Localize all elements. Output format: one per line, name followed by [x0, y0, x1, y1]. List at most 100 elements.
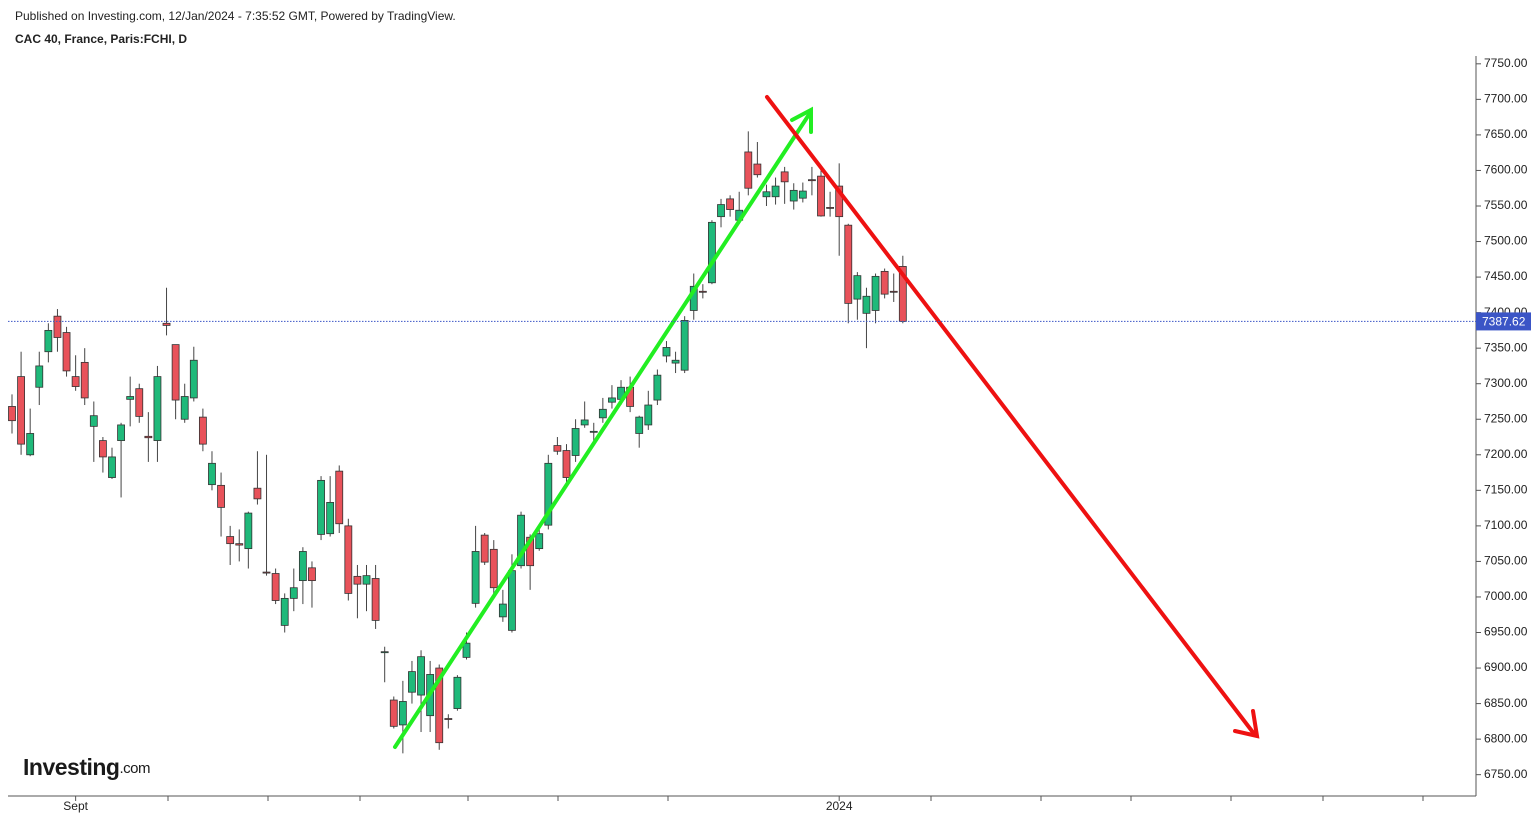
- y-tick-label: 7000.00: [1484, 589, 1528, 603]
- candle-body: [162, 322, 171, 326]
- candle-body: [598, 408, 607, 419]
- candle-body: [126, 396, 135, 400]
- candle-body: [853, 275, 862, 300]
- candle-body: [726, 198, 735, 210]
- candle-body: [789, 189, 798, 202]
- candle-body: [717, 204, 725, 218]
- candle-body: [453, 676, 462, 709]
- y-tick-label: 7550.00: [1484, 198, 1528, 212]
- candle-body: [71, 376, 80, 387]
- candle-body: [489, 548, 498, 589]
- y-tick-label: 6750.00: [1484, 767, 1528, 781]
- candle-body: [353, 575, 362, 585]
- candle-body: [471, 551, 480, 604]
- candle-body: [644, 404, 653, 426]
- candle-body: [362, 575, 371, 585]
- candle-body: [662, 347, 671, 357]
- y-tick-label: 6850.00: [1484, 696, 1528, 710]
- candle-body: [153, 376, 162, 441]
- candle-body: [8, 406, 16, 422]
- y-tick-label: 7100.00: [1484, 518, 1528, 532]
- candle-body: [417, 656, 425, 696]
- candle-body: [371, 578, 380, 621]
- candle-body: [508, 570, 516, 631]
- candle-body: [835, 185, 844, 218]
- candle-body: [671, 359, 680, 364]
- candle-body: [99, 440, 107, 458]
- trend-arrows: [393, 95, 1260, 749]
- candle-body: [535, 533, 544, 550]
- candle-body: [62, 332, 71, 372]
- candle-body: [753, 163, 762, 176]
- candle-body: [780, 171, 789, 183]
- candle-body: [771, 185, 780, 198]
- y-tick-label: 7250.00: [1484, 411, 1528, 425]
- candle-body: [808, 179, 816, 182]
- candle-body: [880, 270, 889, 295]
- y-tick-label: 7150.00: [1484, 483, 1528, 497]
- y-tick-label: 7050.00: [1484, 554, 1528, 568]
- y-tick-label: 7300.00: [1484, 376, 1528, 390]
- candle-body: [462, 642, 471, 658]
- published-note: Published on Investing.com, 12/Jan/2024 …: [15, 9, 456, 23]
- x-tick-label: 2024: [826, 799, 853, 813]
- candle-body: [798, 190, 807, 199]
- candle-body: [608, 397, 616, 403]
- candle-body: [208, 462, 216, 486]
- candle-body: [435, 667, 444, 744]
- candle-body: [444, 718, 453, 720]
- candle-body: [317, 479, 325, 535]
- candle-body: [308, 567, 316, 582]
- candle-body: [744, 151, 753, 189]
- candle-body: [198, 416, 207, 445]
- candle-body: [480, 534, 489, 563]
- candle-body: [344, 525, 353, 594]
- y-tick-label: 7700.00: [1484, 92, 1528, 106]
- candle-body: [635, 416, 644, 434]
- candle-body: [871, 275, 880, 311]
- candle-body: [108, 456, 116, 478]
- candle-body: [498, 603, 507, 618]
- logo-suffix: .com: [119, 760, 150, 777]
- candle-body: [844, 224, 853, 304]
- candle-body: [762, 191, 771, 198]
- y-tick-label: 7650.00: [1484, 127, 1528, 141]
- candle-body: [26, 433, 35, 456]
- candle-body: [544, 462, 553, 526]
- candle-body: [580, 419, 589, 426]
- y-tick-label: 7200.00: [1484, 447, 1528, 461]
- candle-body: [889, 290, 898, 293]
- candle-body: [135, 388, 144, 417]
- candle-body: [271, 573, 280, 601]
- candle-body: [817, 175, 825, 217]
- candle-body: [589, 430, 598, 433]
- candle-body: [553, 445, 562, 452]
- y-tick-label: 7350.00: [1484, 340, 1528, 354]
- candle-body: [44, 329, 53, 353]
- y-tick-label: 6950.00: [1484, 625, 1528, 639]
- candle-body: [180, 396, 189, 420]
- y-tick-label: 7500.00: [1484, 234, 1528, 248]
- candle-body: [17, 376, 25, 445]
- candle-body: [862, 295, 871, 314]
- candle-body: [80, 361, 89, 399]
- y-tick-label: 6800.00: [1484, 731, 1528, 745]
- y-tick-label: 6900.00: [1484, 660, 1528, 674]
- candle-body: [326, 502, 335, 535]
- candle-body: [298, 551, 307, 582]
- symbol-title: CAC 40, France, Paris:FCHI, D: [15, 32, 187, 46]
- candle-body: [389, 699, 398, 727]
- candle-body: [89, 415, 98, 427]
- candle-body: [244, 512, 253, 550]
- candle-body: [335, 470, 344, 525]
- candle-body: [253, 487, 262, 500]
- candle-body: [235, 543, 244, 546]
- last-price-box: [1476, 312, 1531, 331]
- logo-name: Investing: [23, 754, 119, 780]
- candle-body: [289, 587, 298, 599]
- candle-body: [653, 374, 662, 401]
- x-axis-ticks: [167, 796, 1424, 801]
- logo: Investing.com: [23, 754, 150, 780]
- y-tick-label: 7450.00: [1484, 269, 1528, 283]
